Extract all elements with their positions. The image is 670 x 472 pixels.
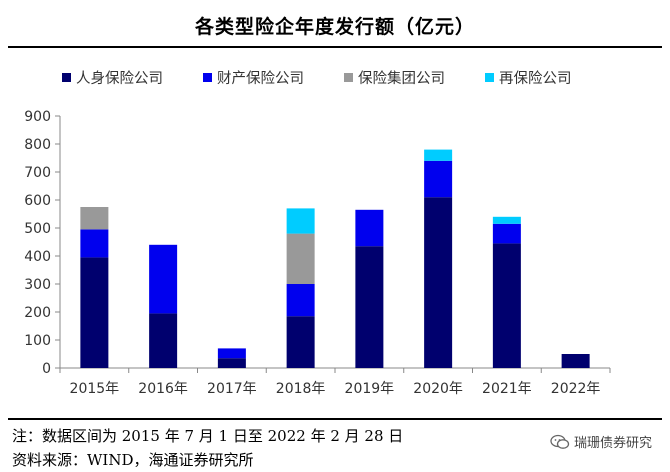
title-rule (8, 46, 662, 48)
bar-3-6 (492, 216, 521, 224)
bar-1-3 (286, 284, 315, 317)
bar-0-1 (149, 313, 178, 368)
y-tick-label-0: 0 (42, 361, 51, 377)
footer-rule (8, 418, 662, 420)
bar-1-6 (492, 223, 521, 244)
bar-1-0 (80, 229, 109, 258)
bar-0-0 (80, 257, 109, 368)
legend-swatch-2 (344, 73, 353, 82)
bar-0-4 (355, 246, 384, 368)
y-tick-label-9: 900 (24, 109, 51, 125)
bar-3-5 (424, 149, 453, 161)
bar-0-6 (492, 243, 521, 368)
bar-1-1 (149, 244, 178, 314)
wechat-icon (550, 434, 570, 450)
footnote: 注：数据区间为 2015 年 7 月 1 日至 2022 年 2 月 28 日 (12, 427, 404, 445)
bar-1-4 (355, 209, 384, 247)
legend-label-1: 财产保险公司 (217, 70, 304, 87)
bar-2-0 (80, 207, 109, 230)
y-tick-label-8: 800 (24, 137, 51, 153)
legend-swatch-3 (485, 73, 494, 82)
legend-label-2: 保险集团公司 (358, 70, 445, 87)
legend-swatch-0 (62, 73, 71, 82)
bar-0-2 (217, 358, 246, 368)
y-tick-label-5: 500 (24, 221, 51, 237)
x-tick-label-1: 2016年 (138, 381, 188, 397)
y-tick-label-7: 700 (24, 165, 51, 181)
y-tick-label-6: 600 (24, 193, 51, 209)
x-tick-label-3: 2018年 (276, 381, 326, 397)
y-tick-label-3: 300 (24, 277, 51, 293)
bar-0-7 (561, 354, 590, 368)
stacked-bar-chart: 人身保险公司 财产保险公司 保险集团公司 再保险公司 0 100 200 300 400 500… (24, 70, 611, 397)
x-tick-label-5: 2020年 (413, 381, 463, 397)
legend-label-0: 人身保险公司 (76, 70, 163, 87)
source-note: 资料来源：WIND，海通证券研究所 (12, 451, 254, 469)
bar-1-5 (424, 160, 453, 198)
watermark-text: 瑞珊债券研究 (573, 436, 652, 451)
bar-0-5 (424, 197, 453, 368)
x-tick-label-2: 2017年 (207, 381, 257, 397)
y-tick-label-2: 200 (24, 305, 51, 321)
x-tick-label-7: 2022年 (551, 381, 601, 397)
y-tick-label-4: 400 (24, 249, 51, 265)
x-tick-label-4: 2019年 (345, 381, 395, 397)
bar-2-3 (286, 233, 315, 284)
legend-swatch-1 (203, 73, 212, 82)
axes: 0 100 200 300 400 500 600 700 800 900 2015年 2016年 20… (24, 109, 611, 397)
watermark: 瑞珊债券研究 (550, 432, 652, 451)
bars (80, 149, 590, 368)
y-tick-label-1: 100 (24, 333, 51, 349)
bar-0-3 (286, 316, 315, 368)
x-tick-label-0: 2015年 (70, 381, 120, 397)
legend-label-3: 再保险公司 (499, 70, 572, 87)
x-tick-label-6: 2021年 (482, 381, 532, 397)
legend: 人身保险公司 财产保险公司 保险集团公司 再保险公司 (62, 70, 572, 87)
chart-title: 各类型险企年度发行额（亿元） (194, 16, 475, 38)
bar-1-2 (217, 348, 246, 359)
bar-3-3 (286, 208, 315, 234)
